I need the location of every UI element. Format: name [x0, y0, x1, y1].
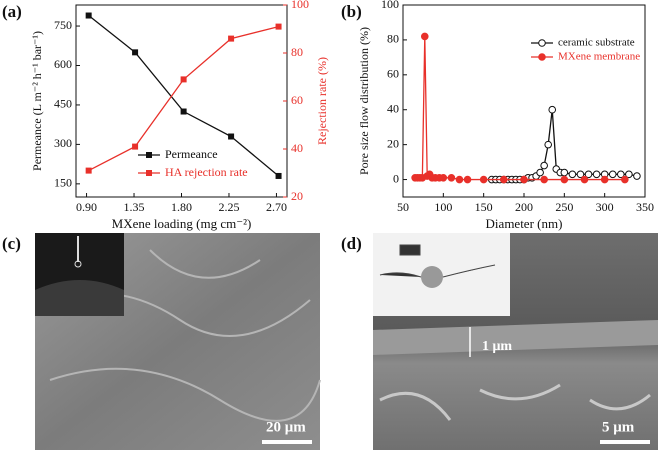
y2-tick-label: 20	[291, 189, 303, 203]
marker	[608, 170, 617, 179]
marker	[479, 175, 488, 184]
marker	[576, 170, 585, 179]
x-tick-label: 0.90	[76, 200, 97, 214]
marker	[544, 140, 553, 149]
legend-label: Permeance	[165, 147, 218, 161]
y2-tick-label: 100	[291, 0, 309, 11]
marker	[520, 175, 528, 184]
membrane-disk	[421, 266, 443, 288]
legend-marker	[146, 170, 152, 176]
marker	[633, 172, 641, 180]
y-tick-label: 0	[393, 171, 399, 185]
x-tick-label: 250	[555, 200, 573, 214]
y2-tick-label: 40	[291, 141, 303, 155]
legend-marker	[538, 53, 546, 61]
x-tick-label: 150	[475, 200, 493, 214]
wires	[379, 244, 496, 278]
y-tick-label: 600	[54, 57, 72, 71]
y2-tick-label: 60	[291, 93, 303, 107]
x-tick-label: 100	[434, 200, 452, 214]
marker	[439, 174, 448, 182]
drop	[74, 260, 82, 268]
marker	[455, 175, 464, 184]
marker	[180, 76, 187, 83]
marker	[180, 108, 187, 115]
marker	[540, 175, 548, 184]
marker	[85, 12, 92, 19]
y-tick-label: 450	[54, 97, 72, 111]
plot-frame	[402, 4, 646, 198]
x-tick-label: 50	[397, 200, 409, 214]
x-tick-label: 200	[515, 200, 533, 214]
x-tick-label: 350	[636, 200, 654, 214]
panel-label: (d)	[341, 234, 362, 253]
series-line	[415, 36, 625, 181]
marker	[568, 170, 577, 179]
x-tick-label: 2.25	[218, 200, 239, 214]
y-tick-label: 100	[381, 0, 399, 11]
x-axis-label: Diameter (nm)	[486, 216, 563, 231]
y-tick-label: 150	[54, 176, 72, 190]
panel-label: (c)	[2, 234, 21, 253]
marker	[132, 143, 139, 150]
scale-text: 20 μm	[266, 419, 306, 435]
marker	[560, 168, 569, 177]
marker	[580, 175, 589, 184]
y-axis-label: Permeance (L m⁻² h⁻¹ bar⁻¹)	[30, 31, 44, 171]
marker	[132, 49, 139, 56]
droplet	[35, 280, 124, 316]
x-tick-label: 1.80	[171, 200, 192, 214]
marker	[463, 175, 472, 184]
x-tick-label: 300	[596, 200, 614, 214]
x-tick-label: 1.35	[124, 200, 145, 214]
marker	[447, 174, 456, 182]
membrane-layer	[373, 320, 658, 355]
marker	[275, 23, 282, 30]
y-tick-label: 20	[387, 136, 399, 150]
marker	[536, 168, 544, 177]
marker	[600, 175, 609, 184]
thickness-label: 1 μm	[482, 339, 512, 354]
panel-label: (a)	[2, 2, 22, 21]
legend-label: HA rejection rate	[165, 165, 248, 179]
marker	[275, 172, 282, 179]
marker	[617, 170, 625, 179]
marker	[584, 170, 593, 179]
texture	[379, 383, 651, 421]
legend-marker	[146, 152, 152, 158]
marker	[500, 175, 508, 184]
legend-label: ceramic substrate	[558, 37, 635, 49]
y-tick-label: 300	[54, 136, 72, 150]
y-tick-label: 60	[387, 67, 399, 81]
y-axis-label: Pore size flow distribution (%)	[357, 27, 371, 175]
scale-text: 5 μm	[602, 419, 635, 435]
legend-label: MXene membrane	[558, 51, 640, 63]
marker	[420, 32, 429, 41]
legend-marker	[538, 39, 546, 47]
y-tick-label: 750	[54, 18, 72, 32]
panel-label: (b)	[341, 2, 362, 21]
marker	[228, 133, 235, 140]
y-tick-label: 80	[387, 32, 399, 46]
marker	[592, 170, 601, 179]
marker	[540, 161, 548, 170]
x-tick-label: 2.70	[266, 200, 287, 214]
marker	[548, 105, 557, 114]
marker	[228, 35, 235, 42]
marker	[621, 175, 629, 184]
y2-tick-label: 80	[291, 45, 303, 59]
y-tick-label: 40	[387, 101, 399, 115]
x-axis-label: MXene loading (mg cm⁻²)	[112, 216, 252, 231]
y2-axis-label: Rejection rate (%)	[315, 57, 329, 145]
marker	[560, 175, 569, 184]
marker	[625, 170, 633, 179]
marker	[85, 167, 92, 174]
